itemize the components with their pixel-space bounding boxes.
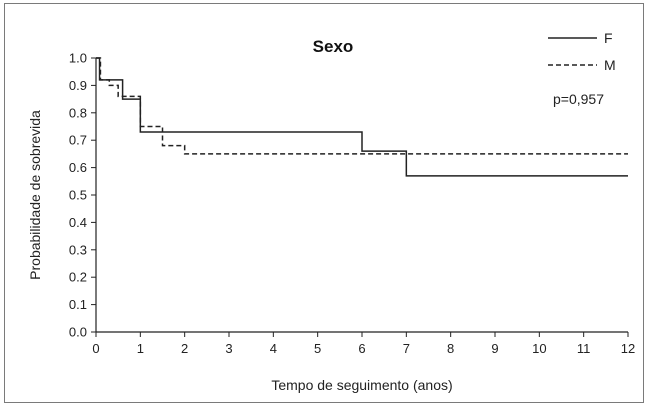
y-tick-label: 0.4: [69, 215, 87, 230]
y-tick-label: 0.9: [69, 78, 87, 93]
x-tick-label: 5: [314, 341, 321, 356]
y-tick-label: 0.3: [69, 242, 87, 257]
y-tick-label: 0.2: [69, 270, 87, 285]
legend-label: F: [604, 30, 613, 46]
x-tick-label: 3: [225, 341, 232, 356]
x-tick-label: 12: [621, 341, 635, 356]
legend-label: M: [604, 57, 616, 73]
p-value-annotation: p=0,957: [553, 91, 604, 107]
x-tick-label: 1: [137, 341, 144, 356]
y-tick-label: 0.6: [69, 160, 87, 175]
y-tick-label: 0.5: [69, 188, 87, 203]
chart-frame: [4, 3, 644, 403]
y-tick-label: 0.7: [69, 133, 87, 148]
y-tick-label: 0.8: [69, 105, 87, 120]
series-line-m: [96, 57, 628, 155]
axes: 0 1 2 3 4 5 6 7 8 9 10 11 120.00.10.20.30.40.50.60.7…: [69, 51, 635, 357]
chart-title: Sexo: [313, 37, 354, 56]
y-tick-label: 1.0: [69, 51, 87, 66]
y-tick-label: 0.1: [69, 297, 87, 312]
x-axis-label: Tempo de seguimento (anos): [271, 377, 452, 393]
x-tick-label: 10: [532, 341, 546, 356]
legend: FM: [548, 30, 616, 73]
series-layer: [96, 57, 628, 177]
x-tick-label: 6: [358, 341, 365, 356]
y-tick-label: 0.0: [69, 325, 87, 340]
x-tick-label: 4: [270, 341, 277, 356]
x-tick-label: 11: [577, 341, 591, 356]
x-tick-label: 7: [403, 341, 410, 356]
series-line-f: [96, 57, 628, 177]
y-axis-label: Probabilidade de sobrevida: [27, 110, 43, 280]
x-tick-label: 8: [447, 341, 454, 356]
x-tick-label: 2: [181, 341, 188, 356]
x-tick-label: 9: [491, 341, 498, 356]
x-tick-label: 0: [92, 341, 99, 356]
